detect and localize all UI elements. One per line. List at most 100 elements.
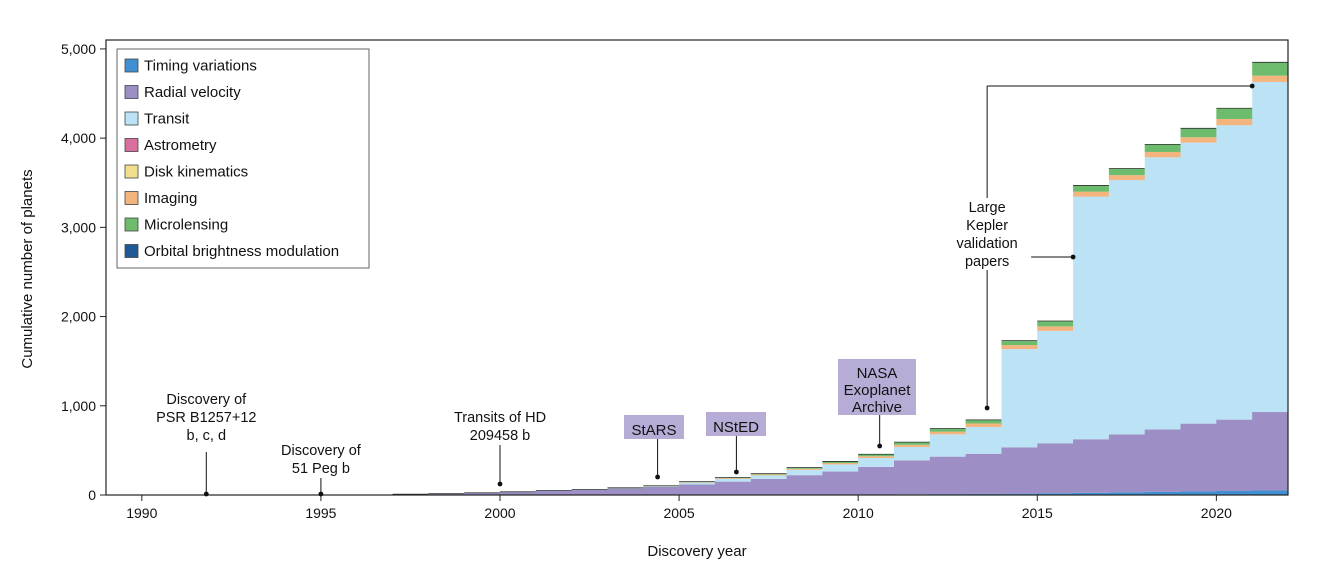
annotation-text: b, c, d [187,428,227,444]
legend-swatch [124,138,139,152]
bar-segment-transit [822,464,859,472]
legend-swatch [124,164,139,179]
y-tick-label: 2,000 [61,309,96,325]
bar-segment-microlensing [822,461,859,464]
y-tick-label: 3,000 [61,219,96,235]
annotation-text: NASA [857,365,898,382]
legend-label: Timing variations [144,58,257,75]
annotation-text: Kepler [966,218,1008,234]
bar-segment-radial-velocity [1144,429,1181,492]
legend-box [116,48,370,269]
annotation-text: NStED [713,419,759,436]
annotation-text: Large [969,200,1006,216]
legend-label: Imaging [144,190,197,207]
annotation-dot [1070,254,1076,260]
x-tick-label: 1990 [126,505,157,521]
legend-swatch [124,244,139,258]
axes-layer: 1990 1995 2000 2005 2010 2015 2020 0 1,000 2,000 3… [61,41,1232,521]
x-tick-label: 2020 [1201,505,1232,521]
bar-segment-imaging [786,468,823,470]
bar-segment-imaging [1180,137,1217,143]
bar-segment-microlensing [894,442,931,445]
bar-segment-microlensing [1037,321,1074,327]
x-tick-label: 2005 [664,505,695,521]
bar-segment-microlensing [750,473,787,475]
bar-segment-timing-variations [1073,492,1110,495]
bar-segment-radial-velocity [643,486,680,495]
bars-layer [392,61,1289,496]
bar-segment-imaging [1252,75,1289,82]
bar-segment-radial-velocity [786,475,823,495]
y-tick-label: 1,000 [61,398,96,414]
bar-segment-imaging [750,474,787,476]
bar-segment-imaging [1144,151,1181,158]
annotation-text: PSR B1257+12 [156,410,256,426]
bar-segment-microlensing [1144,144,1181,152]
bar-segment-imaging [858,456,895,458]
bar-segment-radial-velocity [1108,434,1146,493]
bar-segment-radial-velocity [535,490,573,495]
bar-segment-radial-velocity [1180,423,1217,492]
legend-label: Microlensing [144,217,228,234]
bar-segment-radial-velocity [894,460,931,495]
annotation-box [838,359,916,415]
annotation-box [706,412,766,436]
annotation-text: 51 Peg b [292,461,350,477]
y-tick-label: 4,000 [61,130,96,146]
bar-segment-transit [786,469,823,476]
bar-segment-transit [1073,196,1110,440]
bar-segment-radial-velocity [428,493,465,495]
bar-segment-imaging [929,431,967,435]
bar-segment-radial-velocity [679,484,716,495]
bar-segment-timing-variations [1037,493,1074,495]
annotation-dot [1249,83,1255,89]
bar-segment-radial-velocity [500,491,537,495]
bar-segment-microlensing [858,454,895,457]
bar-segment-radial-velocity [822,471,859,495]
bar-segment-microlensing [1108,168,1146,176]
bar-segment-transit [1144,157,1181,430]
bar-segment-imaging [714,478,752,479]
annotation-dot [318,491,324,497]
annotation-text: StARS [631,422,676,439]
bar-segment-imaging [679,482,716,483]
annotation-text: Discovery of [166,392,247,408]
bar-segment-microlensing [786,467,823,469]
plot-border [105,39,1289,496]
annotation-box [624,415,684,439]
bar-segment-transit [750,475,787,479]
legend-swatch [124,111,139,126]
x-tick-label: 1995 [305,505,336,521]
x-tick-label: 2000 [484,505,515,521]
legend-swatch [124,191,139,205]
x-tick-label: 2015 [1022,505,1053,521]
bar-segment-transit [679,482,716,485]
bar-segment-transit [929,434,967,457]
y-axis-title: Cumulative number of planets [19,169,36,368]
bar-segment-imaging [1216,118,1253,126]
annotation-text: Transits of HD [454,410,546,426]
bar-segment-transit [1180,142,1217,424]
bar-segment-timing-variations [1108,492,1146,495]
bar-segment-timing-variations [1001,493,1038,495]
bar-segment-radial-velocity [1073,439,1110,493]
annotation-text: papers [965,254,1009,270]
bar-segment-imaging [822,463,859,465]
bar-segment-imaging [1037,326,1074,331]
bar-segment-radial-velocity [714,481,752,495]
bar-segment-microlensing [1252,62,1289,76]
bar-segment-radial-velocity [1001,447,1038,494]
bar-segment-radial-velocity [750,478,787,495]
bar-segment-radial-velocity [464,492,501,495]
annotation-dot [655,474,660,480]
bar-segment-radial-velocity [1216,419,1253,491]
legend-swatch [124,58,139,73]
annotation-dot [203,491,209,497]
bar-segment-radial-velocity [1252,412,1289,491]
bar-segment-radial-velocity [607,488,644,495]
annotation-text: Exoplanet [844,382,912,399]
legend-label: Radial velocity [144,84,241,101]
bar-segment-timing-variations [1180,491,1217,495]
y-tick-label: 0 [88,487,96,503]
